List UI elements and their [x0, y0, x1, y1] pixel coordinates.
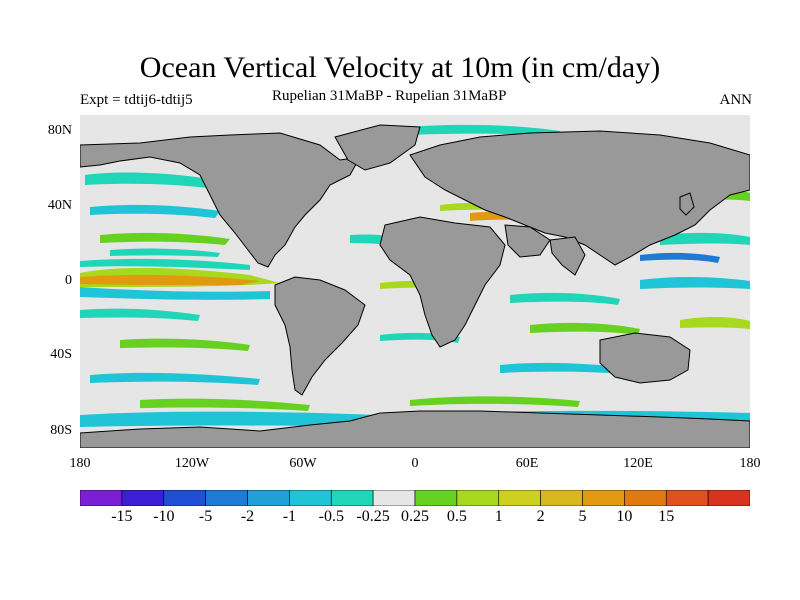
colorbar-swatch — [205, 490, 248, 506]
arabia — [504, 224, 551, 258]
experiment-label: Expt = tdtij6-tdtij5 — [80, 92, 193, 108]
npac-band-4 — [110, 248, 220, 257]
spac-band-2 — [120, 338, 250, 351]
colorbar-label: -0.25 — [356, 508, 390, 525]
indian-band-2 — [530, 322, 640, 335]
npac-band-2 — [90, 204, 220, 218]
colorbar — [80, 490, 750, 506]
colorbar-swatch — [582, 490, 625, 506]
lon-tick-180e: 180 — [739, 456, 761, 471]
map-plot — [80, 115, 750, 448]
spac-band-4 — [140, 398, 310, 411]
lon-tick-60w: 60W — [289, 456, 317, 471]
npac-band-1 — [85, 172, 220, 189]
colorbar-label: -10 — [153, 508, 175, 525]
wpac-band-1 — [640, 277, 750, 289]
spac-band-3 — [90, 372, 260, 385]
lat-tick-0: 0 — [65, 273, 72, 288]
colorbar-swatch — [665, 490, 709, 506]
africa — [379, 216, 506, 348]
eq-pacific-south — [80, 287, 270, 300]
lon-tick-120e: 120E — [623, 456, 653, 471]
lon-tick-60e: 60E — [515, 456, 539, 471]
southern-ocean-green — [410, 396, 580, 407]
wpac-band-4 — [680, 317, 750, 329]
colorbar-label: 15 — [658, 508, 675, 525]
lon-tick-120w: 120W — [174, 456, 210, 471]
colorbar-swatch — [163, 490, 206, 506]
lon-tick-0: 0 — [411, 456, 419, 471]
lat-tick-80n: 80N — [47, 123, 72, 138]
lat-tick-80s: 80S — [50, 423, 72, 438]
colorbar-label: 5 — [578, 508, 587, 525]
colorbar-swatch — [540, 490, 583, 506]
wpac-blue — [640, 252, 720, 263]
colorbar-swatch — [624, 490, 667, 506]
period-label: Rupelian 31MaBP - Rupelian 31MaBP — [272, 88, 507, 104]
colorbar-swatch — [289, 490, 332, 506]
lon-tick-180w: 180 — [69, 456, 91, 471]
india — [549, 236, 586, 276]
colorbar-label: -0.5 — [318, 508, 344, 525]
australia — [599, 332, 691, 384]
colorbar-swatch — [372, 490, 416, 506]
colorbar-swatch — [498, 490, 541, 506]
npac-band-3 — [100, 232, 230, 245]
colorbar-label: -15 — [111, 508, 133, 525]
colorbar-swatch — [414, 490, 458, 506]
colorbar-swatch — [121, 490, 165, 506]
colorbar-label: -1 — [282, 508, 297, 525]
colorbar-swatch — [80, 490, 123, 506]
greenland — [334, 124, 421, 171]
colorbar-label: -2 — [240, 508, 255, 525]
colorbar-label: 0.5 — [446, 508, 467, 525]
colorbar-label: 1 — [494, 508, 503, 525]
lat-tick-40n: 40N — [47, 198, 72, 213]
indian-band-1 — [510, 292, 620, 305]
wpac-band-2 — [660, 232, 750, 245]
colorbar-swatch — [247, 490, 290, 506]
colorbar-swatch — [330, 490, 374, 506]
south-america — [274, 276, 366, 396]
season-label: ANN — [719, 92, 753, 108]
spac-band-1 — [80, 308, 200, 321]
land-masses — [80, 124, 750, 448]
map-title: Ocean Vertical Velocity at 10m (in cm/da… — [139, 51, 661, 84]
north-america — [80, 132, 361, 268]
colorbar-label: 0.25 — [401, 508, 429, 525]
eq-pacific-core — [80, 274, 260, 285]
eurasia — [409, 130, 750, 266]
colorbar-swatch — [456, 490, 500, 506]
colorbar-label: 2 — [536, 508, 545, 525]
colorbar-swatch — [707, 490, 750, 506]
eq-pacific-north — [80, 258, 250, 270]
antarctica — [80, 410, 750, 448]
japan-arc — [679, 192, 695, 216]
colorbar-label: -5 — [198, 508, 213, 525]
colorbar-label: 10 — [616, 508, 633, 525]
lat-tick-40s: 40S — [50, 347, 72, 362]
